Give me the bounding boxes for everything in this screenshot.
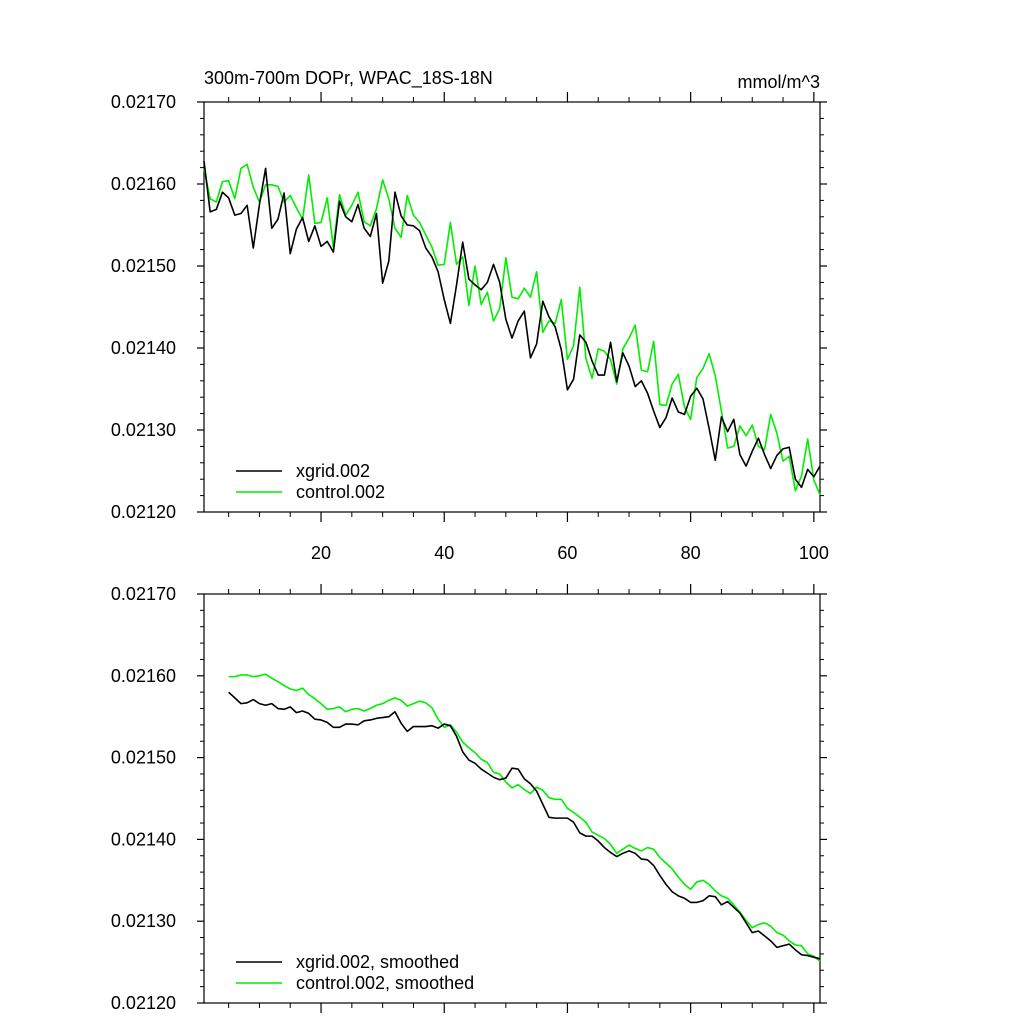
y-tick-label: 0.02150	[111, 256, 176, 276]
x-tick-label: 60	[557, 543, 577, 563]
series-line-xgrid-002	[203, 160, 821, 489]
x-tick-label: 80	[681, 543, 701, 563]
x-tick-label: 40	[434, 543, 454, 563]
plot-frame	[203, 101, 821, 513]
bottom-panel: 0.02120 0.02130 0.02140 0.02150 0.02160 0.021…	[111, 584, 827, 1013]
top-panel-units: mmol/m^3	[738, 72, 820, 92]
y-tick-label: 0.02130	[111, 420, 176, 440]
top-panel: 300m-700m DOPr, WPAC_18S-18N mmol/m^3 0.…	[111, 68, 829, 563]
y-tick-label: 0.02140	[111, 338, 176, 358]
y-tick-label: 0.02150	[111, 748, 176, 768]
series-line-control-002-smoothed	[228, 673, 821, 962]
y-tick-label: 0.02130	[111, 911, 176, 931]
y-tick-label: 0.02170	[111, 92, 176, 112]
x-tick-label: 100	[799, 543, 829, 563]
bottom-panel-axes: 0.02120 0.02130 0.02140 0.02150 0.02160 0.021…	[111, 584, 827, 1013]
legend-label: control.002	[296, 482, 385, 502]
top-panel-title: 300m-700m DOPr, WPAC_18S-18N	[204, 68, 493, 89]
legend-label: xgrid.002	[296, 461, 370, 481]
top-panel-series	[203, 160, 821, 496]
series-line-control-002	[203, 163, 821, 496]
legend-label: xgrid.002, smoothed	[296, 952, 459, 972]
y-tick-label: 0.02160	[111, 666, 176, 686]
series-line-xgrid-002-smoothed	[228, 691, 821, 960]
x-tick-label: 20	[311, 543, 331, 563]
y-tick-label: 0.02120	[111, 502, 176, 522]
legend-label: control.002, smoothed	[296, 973, 474, 993]
plot-frame	[203, 593, 821, 1004]
y-tick-label: 0.02160	[111, 174, 176, 194]
y-tick-label: 0.02170	[111, 584, 176, 604]
bottom-panel-series	[228, 673, 821, 962]
y-tick-label: 0.02120	[111, 993, 176, 1013]
y-tick-label: 0.02140	[111, 829, 176, 849]
top-panel-axes: 0.02120 0.02130 0.02140 0.02150 0.02160 0.021…	[111, 92, 829, 563]
